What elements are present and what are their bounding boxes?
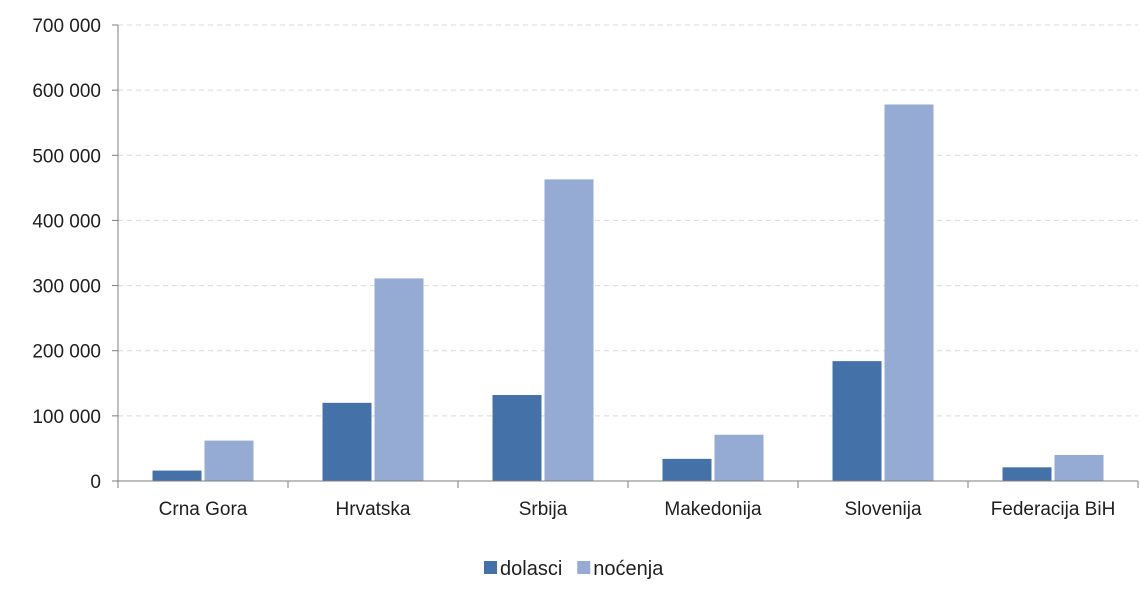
bar-dolasci [322, 402, 372, 481]
x-tick-label: Slovenija [844, 499, 922, 520]
bar-noćenja [1054, 454, 1104, 481]
y-tick-label: 400 000 [32, 211, 101, 232]
legend-swatch-dolasci [484, 561, 497, 574]
x-tick-label: Federacija BiH [991, 499, 1116, 520]
y-tick-label: 100 000 [32, 407, 101, 428]
y-tick-label: 200 000 [32, 342, 101, 363]
bar-dolasci [662, 458, 712, 481]
x-tick-label: Crna Gora [159, 499, 248, 520]
legend-label: dolasci [500, 558, 562, 580]
bar-dolasci [832, 361, 882, 481]
bar-dolasci [152, 470, 202, 481]
y-tick-label: 0 [90, 472, 101, 493]
bar-noćenja [884, 104, 934, 481]
bar-noćenja [544, 179, 594, 482]
bar-dolasci [1002, 467, 1052, 481]
bar-noćenja [204, 440, 254, 481]
bar-dolasci [492, 395, 542, 481]
legend: dolasci noćenja [484, 558, 664, 580]
x-tick-label: Makedonija [664, 499, 762, 520]
legend-swatch-noćenja [577, 561, 591, 574]
gridlines [118, 24, 1138, 417]
y-tick-label: 300 000 [32, 277, 101, 298]
x-tick-label: Hrvatska [336, 499, 411, 520]
y-tick-label: 600 000 [32, 81, 101, 102]
bar-noćenja [374, 278, 424, 481]
legend-label: noćenja [593, 558, 664, 580]
y-tick-label: 500 000 [32, 146, 101, 167]
bars [152, 104, 1104, 482]
bar-noćenja [714, 434, 764, 481]
axes [112, 24, 1139, 488]
y-tick-label: 700 000 [32, 16, 101, 37]
tick-labels: 0 100 000 200 000 300 000 400 000 500 000 600 … [32, 16, 1115, 520]
x-tick-label: Srbija [519, 499, 568, 520]
